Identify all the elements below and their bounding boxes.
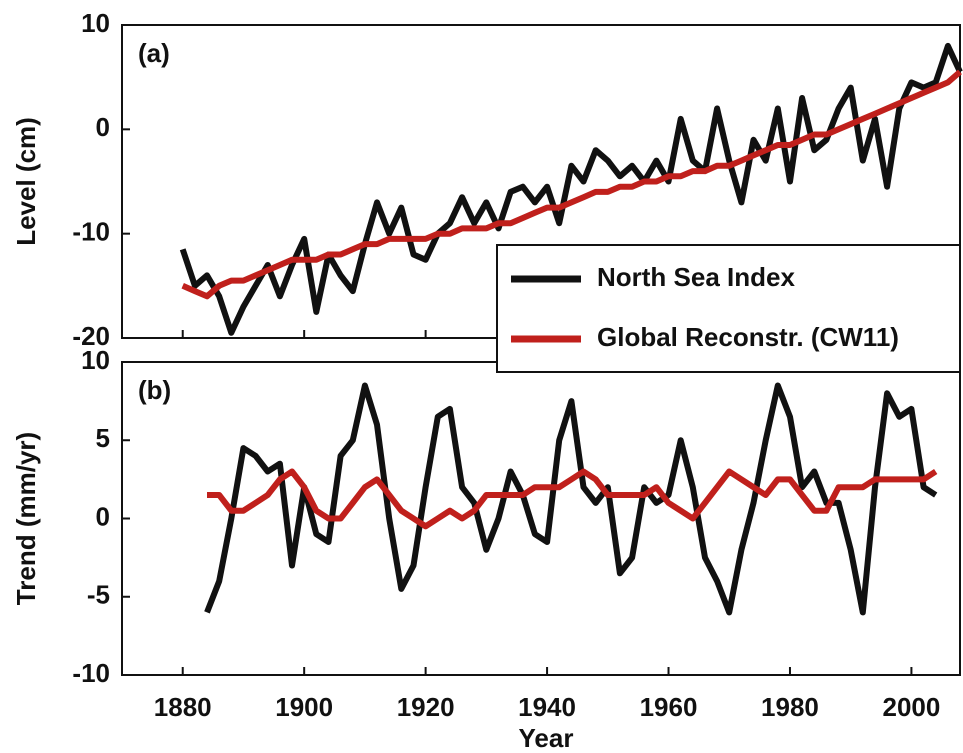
legend-label: Global Reconstr. (CW11) xyxy=(597,322,899,352)
plot-frame xyxy=(121,361,961,676)
y-tick-label: -10 xyxy=(72,217,110,247)
y-tick-label: 5 xyxy=(96,423,110,453)
x-tick-label: 1900 xyxy=(275,692,333,722)
x-tick-label: 1960 xyxy=(640,692,698,722)
panel-label: (b) xyxy=(138,375,171,405)
series-line xyxy=(207,468,938,530)
y-tick-label: -20 xyxy=(72,321,110,351)
series-line xyxy=(204,382,938,616)
x-tick-label: 1880 xyxy=(154,692,212,722)
legend-box xyxy=(496,244,961,373)
y-tick-label: 10 xyxy=(81,345,110,375)
y-tick-label: -10 xyxy=(72,658,110,688)
x-tick-label: 1920 xyxy=(397,692,455,722)
legend-label: North Sea Index xyxy=(597,262,795,292)
x-axis-label: Year xyxy=(519,723,574,753)
series-line xyxy=(179,42,963,336)
y-tick-label: 0 xyxy=(96,112,110,142)
x-tick-label: 1940 xyxy=(518,692,576,722)
y-axis-label: Level (cm) xyxy=(11,117,41,246)
series-line xyxy=(181,69,962,300)
y-tick-label: 10 xyxy=(81,8,110,38)
y-tick-label: -5 xyxy=(87,580,110,610)
panel-label: (a) xyxy=(138,38,170,68)
y-tick-label: 0 xyxy=(96,501,110,531)
y-axis-label: Trend (mm/yr) xyxy=(11,432,41,605)
x-tick-label: 1980 xyxy=(761,692,819,722)
x-tick-label: 2000 xyxy=(882,692,940,722)
